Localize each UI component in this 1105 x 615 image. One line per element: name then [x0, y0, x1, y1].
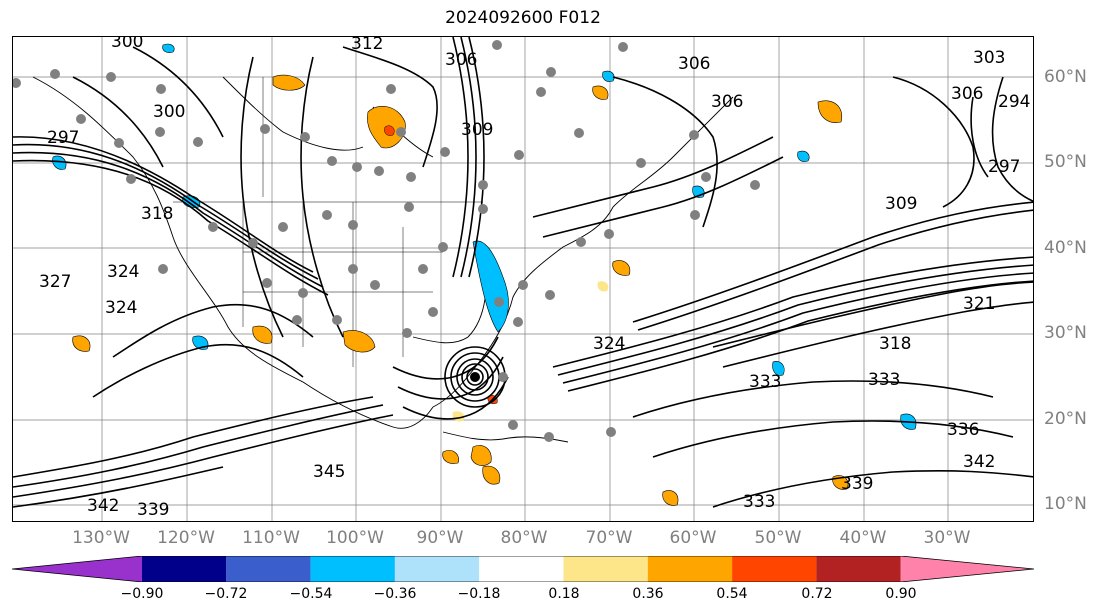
contour-label: 327	[39, 272, 71, 292]
contour-label: 306	[711, 92, 743, 112]
contour-label: 339	[841, 474, 873, 494]
colorbar-segment-10	[900, 556, 1034, 582]
lon-label-50w: 50°W	[754, 528, 802, 548]
contour-label: 306	[951, 84, 983, 104]
colorbar-tick: −0.36	[373, 586, 417, 602]
contour-label: 336	[947, 420, 979, 440]
contour-label: 309	[885, 194, 917, 214]
colorbar-segment-0	[12, 556, 142, 582]
contour-label: 321	[963, 294, 995, 314]
contour-label: 333	[749, 372, 781, 392]
colorbar-tick: −0.90	[120, 586, 164, 602]
colorbar-tick: 0.36	[632, 586, 664, 602]
colorbar-tick: −0.54	[289, 586, 333, 602]
contour-label: 309	[461, 120, 493, 140]
graticule	[13, 37, 1033, 521]
lon-label-70w: 70°W	[585, 528, 633, 548]
contour-label: 324	[107, 262, 139, 282]
contour-label: 342	[963, 452, 995, 472]
lon-label-30w: 30°W	[923, 528, 971, 548]
lon-label-60w: 60°W	[669, 528, 717, 548]
contour-label: 324	[105, 298, 137, 318]
contour-label-group: 300 312 306 306 306 303 306 300 294 297 …	[39, 37, 1030, 520]
contour-label: 312	[351, 37, 383, 54]
lat-label-20n: 20°N	[1044, 409, 1087, 429]
map-panel: 300 312 306 306 306 303 306 300 294 297 …	[12, 36, 1034, 522]
colorbar-tick: 0.18	[548, 586, 580, 602]
colorbar-tick: 0.90	[885, 586, 917, 602]
lat-label-60n: 60°N	[1044, 67, 1087, 87]
contour-label: 306	[445, 50, 477, 70]
colorbar-tick: −0.18	[457, 586, 501, 602]
colorbar-segment-2	[226, 556, 311, 582]
colorbar-tick: 0.72	[801, 586, 833, 602]
colorbar-segment-6	[563, 556, 648, 582]
colorbar-tick: −0.72	[204, 586, 248, 602]
colorbar-segment-1	[142, 556, 227, 582]
theta-contours	[13, 37, 1033, 508]
colorbar-tick: 0.54	[716, 586, 748, 602]
lon-label-110w: 110°W	[242, 528, 300, 548]
lon-label-80w: 80°W	[500, 528, 548, 548]
contour-label: 318	[879, 334, 911, 354]
contour-label: 333	[868, 370, 900, 390]
station-dots	[13, 40, 760, 442]
colorbar-segment-5	[479, 556, 564, 582]
contour-label: 324	[593, 334, 625, 354]
cyclone-center	[470, 372, 480, 382]
map-canvas: 300 312 306 306 306 303 306 300 294 297 …	[13, 37, 1033, 521]
contour-label: 345	[313, 462, 345, 482]
contour-label: 342	[87, 496, 119, 516]
contour-label: 318	[141, 204, 173, 224]
lon-label-100w: 100°W	[326, 528, 384, 548]
colorbar-segment-9	[816, 556, 901, 582]
lat-label-50n: 50°N	[1044, 152, 1087, 172]
contour-label: 306	[678, 54, 710, 74]
map-title: 2024092600 F012	[445, 8, 601, 28]
contour-label: 339	[137, 500, 169, 520]
contour-label: 294	[998, 92, 1030, 112]
lon-label-130w: 130°W	[72, 528, 130, 548]
contour-label: 300	[111, 37, 143, 52]
lon-label-120w: 120°W	[157, 528, 215, 548]
colorbar-segment-3	[310, 556, 395, 582]
contour-label: 303	[973, 48, 1005, 68]
shaded-negative	[52, 43, 917, 430]
contour-label: 300	[153, 102, 185, 122]
colorbar	[12, 556, 1035, 582]
lat-label-10n: 10°N	[1044, 494, 1087, 514]
contour-label: 297	[988, 157, 1020, 177]
lon-label-40w: 40°W	[839, 528, 887, 548]
lat-label-40n: 40°N	[1044, 238, 1087, 258]
colorbar-segment-7	[647, 556, 733, 582]
lat-label-30n: 30°N	[1044, 323, 1087, 343]
lon-label-90w: 90°W	[416, 528, 464, 548]
contour-label: 333	[743, 492, 775, 512]
contour-label: 297	[47, 128, 79, 148]
colorbar-segment-8	[732, 556, 817, 582]
colorbar-segment-4	[394, 556, 480, 582]
